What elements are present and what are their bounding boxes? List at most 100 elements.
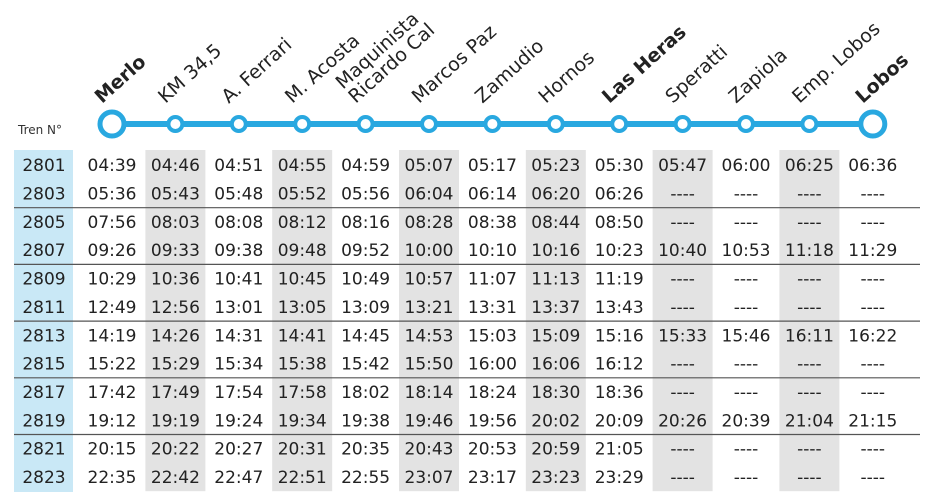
time-cell: 10:00 — [405, 241, 454, 261]
time-cell: 05:43 — [151, 185, 200, 205]
train-number: 2809 — [22, 270, 65, 290]
time-cell: 23:23 — [531, 468, 580, 488]
time-cell: 15:46 — [722, 326, 771, 346]
time-cell: 05:30 — [595, 156, 644, 176]
station-dot — [293, 115, 312, 133]
time-cell: ---- — [797, 468, 822, 488]
time-cell: ---- — [670, 468, 695, 488]
train-number: 2801 — [22, 156, 65, 176]
time-cell: ---- — [861, 270, 886, 290]
station-name: Zapiola — [725, 44, 792, 108]
time-cell: 08:16 — [341, 213, 390, 233]
time-cell: 19:46 — [405, 411, 454, 431]
time-cell: ---- — [734, 440, 759, 460]
time-cell: 18:14 — [405, 383, 454, 403]
time-cell: 14:45 — [341, 326, 390, 346]
time-cell: ---- — [861, 355, 886, 375]
time-cell: ---- — [797, 213, 822, 233]
time-cell: 23:29 — [595, 468, 644, 488]
time-cell: ---- — [670, 440, 695, 460]
time-cell: 08:28 — [405, 213, 454, 233]
time-cell: 15:03 — [468, 326, 517, 346]
time-cell: 22:35 — [88, 468, 137, 488]
station-name-line: Merlo — [91, 51, 151, 108]
time-cell: 17:49 — [151, 383, 200, 403]
time-cell: 15:38 — [278, 355, 327, 375]
time-cell: ---- — [670, 213, 695, 233]
time-cell: 04:46 — [151, 156, 200, 176]
time-cell: 16:06 — [531, 355, 580, 375]
time-cell: 11:19 — [595, 270, 644, 290]
time-cell: 23:07 — [405, 468, 454, 488]
time-cell: 20:09 — [595, 411, 644, 431]
time-cell: 14:41 — [278, 326, 327, 346]
time-cell: 07:56 — [88, 213, 137, 233]
time-cell: 06:00 — [722, 156, 771, 176]
time-cell: 08:03 — [151, 213, 200, 233]
time-cell: 14:26 — [151, 326, 200, 346]
time-cell: ---- — [797, 298, 822, 318]
time-cell: ---- — [734, 383, 759, 403]
train-number: 2807 — [22, 241, 65, 261]
time-cell: 06:36 — [848, 156, 897, 176]
time-cell: ---- — [861, 213, 886, 233]
time-cell: 10:41 — [214, 270, 263, 290]
time-cell: 10:53 — [722, 241, 771, 261]
time-cell: 23:17 — [468, 468, 517, 488]
time-cell: 10:23 — [595, 241, 644, 261]
train-number: 2823 — [22, 468, 65, 488]
time-cell: 06:26 — [595, 185, 644, 205]
time-cell: ---- — [670, 270, 695, 290]
time-cell: 13:09 — [341, 298, 390, 318]
time-cell: 21:15 — [848, 411, 897, 431]
station-dot — [420, 115, 438, 133]
time-cell: 20:27 — [214, 440, 263, 460]
station-name: Merlo — [91, 51, 151, 108]
time-cell: 15:29 — [151, 355, 200, 375]
time-cell: 06:25 — [785, 156, 834, 176]
time-cell: 09:48 — [278, 241, 327, 261]
time-cell: ---- — [670, 185, 695, 205]
time-cell: 11:18 — [785, 241, 834, 261]
train-number: 2813 — [22, 326, 65, 346]
time-cell: ---- — [861, 185, 886, 205]
time-cell: 16:12 — [595, 355, 644, 375]
time-cell: 09:26 — [88, 241, 137, 261]
time-cell: ---- — [797, 270, 822, 290]
time-cell: 08:12 — [278, 213, 327, 233]
time-cell: 06:04 — [405, 185, 454, 205]
time-cell: 20:59 — [531, 440, 580, 460]
station-dot — [546, 115, 565, 133]
time-cell: 11:13 — [531, 270, 580, 290]
time-cell: 22:47 — [214, 468, 263, 488]
station-name: KM 34,5 — [154, 40, 226, 108]
station-dot — [229, 115, 248, 133]
station-dot — [858, 109, 888, 139]
time-cell: 10:45 — [278, 270, 327, 290]
train-label: Tren N° — [17, 123, 62, 137]
time-cell: 05:48 — [214, 185, 263, 205]
time-cell: 20:39 — [722, 411, 771, 431]
time-cell: 15:16 — [595, 326, 644, 346]
time-cell: ---- — [861, 298, 886, 318]
time-cell: ---- — [797, 440, 822, 460]
time-cell: ---- — [734, 468, 759, 488]
time-cell: 05:23 — [531, 156, 580, 176]
time-cell: 10:40 — [658, 241, 707, 261]
time-cell: 22:51 — [278, 468, 327, 488]
time-cell: ---- — [734, 355, 759, 375]
time-cell: 04:59 — [341, 156, 390, 176]
time-cell: 20:35 — [341, 440, 390, 460]
station-dot — [356, 115, 375, 133]
time-cell: 14:19 — [88, 326, 137, 346]
train-number: 2819 — [22, 411, 65, 431]
time-cell: 12:49 — [88, 298, 137, 318]
time-cell: 13:01 — [214, 298, 263, 318]
time-cell: 18:30 — [531, 383, 580, 403]
time-cell: 10:16 — [531, 241, 580, 261]
time-cell: ---- — [797, 355, 822, 375]
time-cell: 10:57 — [405, 270, 454, 290]
time-cell: 18:36 — [595, 383, 644, 403]
time-cell: 04:39 — [88, 156, 137, 176]
time-cell: 11:07 — [468, 270, 517, 290]
